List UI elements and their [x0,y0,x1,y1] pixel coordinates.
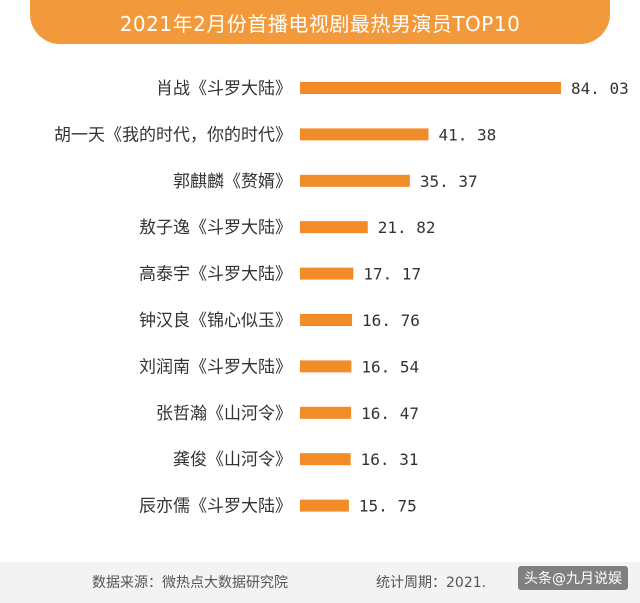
bar [300,174,410,187]
category-label: 龚俊《山河令》 [173,450,292,470]
category-label: 钟汉良《锦心似玉》 [139,311,292,331]
value-label: 16. 31 [361,450,419,469]
bar [300,82,561,94]
value-label: 16. 76 [362,311,420,330]
category-label: 辰亦儒《斗罗大陆》 [139,497,292,517]
bar [300,314,353,326]
value-label: 21. 82 [378,218,436,237]
chart-title-banner: 2021年2月份首播电视剧最热男演员TOP10 [30,0,610,44]
stat-period-text: 统计周期：2021. [376,575,487,591]
bar [300,406,352,419]
value-label: 35. 37 [420,172,478,191]
category-label: 胡一天《我的时代，你的时代》 [54,125,292,145]
bar-chart: 肖战《斗罗大陆》 84. 03 胡一天《我的时代，你的时代》 41. 38 郭麒麟《赘婿… [54,79,629,517]
value-label: 41. 38 [439,125,497,144]
bar [300,453,351,466]
category-label: 张哲瀚《山河令》 [156,404,292,424]
category-label: 敖子逸《斗罗大陆》 [139,218,292,238]
value-label: 84. 03 [571,79,629,98]
value-label: 16. 54 [361,357,419,376]
bar [300,499,349,512]
value-label: 17. 17 [363,265,421,284]
value-label: 16. 47 [361,404,419,423]
category-label: 刘润南《斗罗大陆》 [139,357,292,377]
data-source-text: 数据来源：微热点大数据研究院 [92,575,288,591]
bar [300,128,429,141]
category-label: 高泰宇《斗罗大陆》 [139,265,292,285]
category-label: 肖战《斗罗大陆》 [156,79,292,99]
bar [300,221,368,234]
category-label: 郭麒麟《赘婿》 [173,172,292,192]
value-label: 15. 75 [359,497,417,516]
bar [300,360,352,373]
watermark: 头条@九月说娱 [518,566,628,590]
chart-title: 2021年2月份首播电视剧最热男演员TOP10 [119,11,521,36]
bar [300,267,354,280]
